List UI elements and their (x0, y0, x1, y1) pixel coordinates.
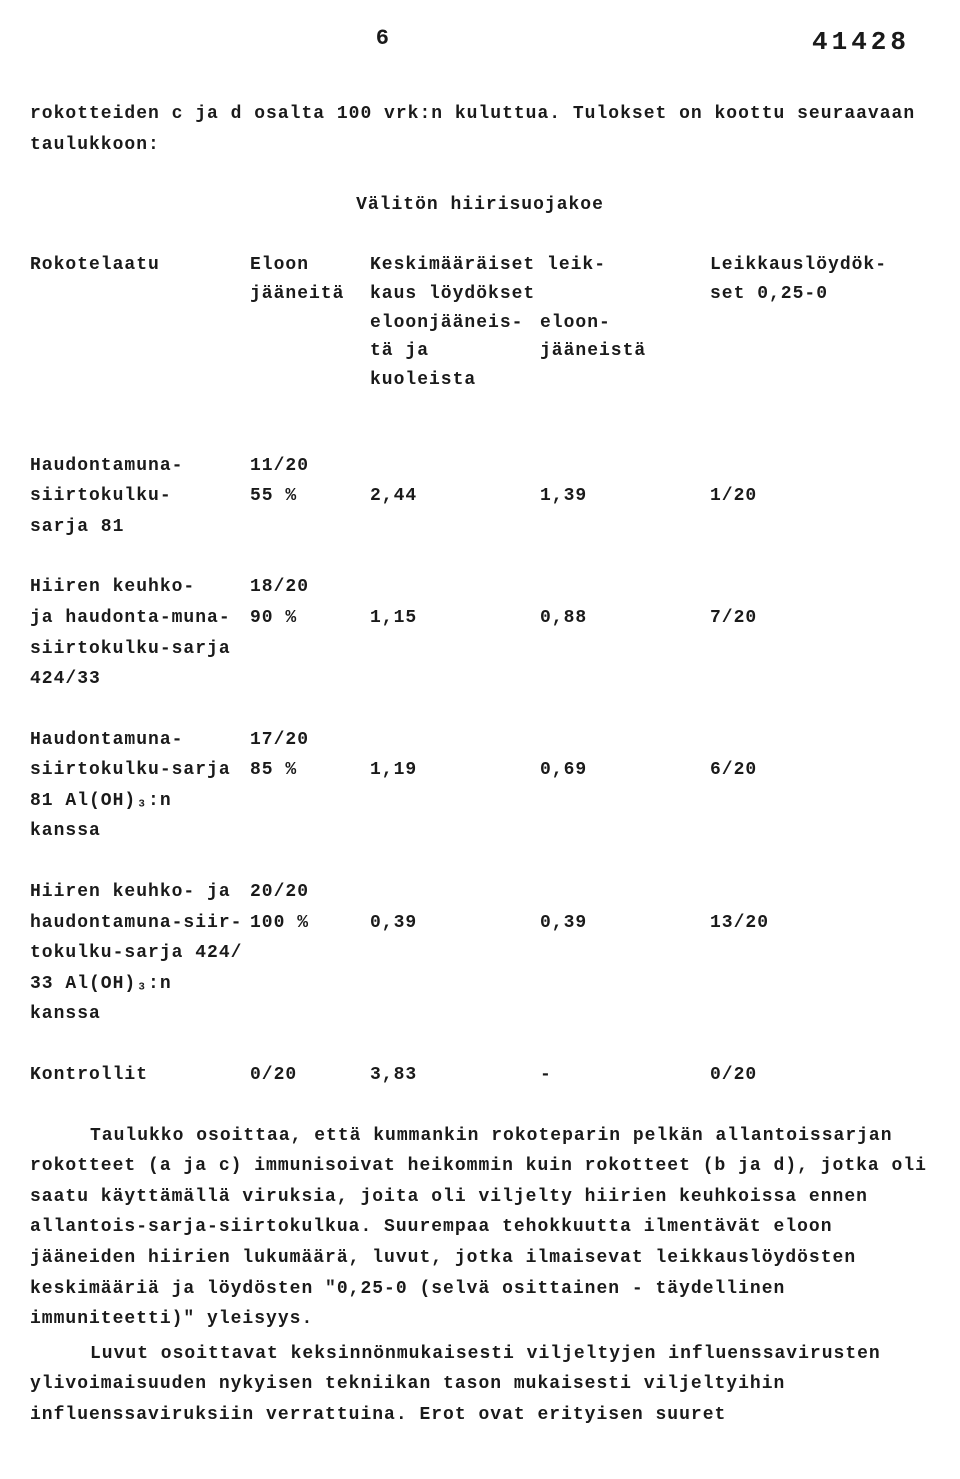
row-findings (710, 969, 850, 1030)
row-avg-all: 3,83 (370, 1060, 540, 1091)
row-avg-all: 1,19 (370, 755, 540, 786)
row-survivors: 90 % (250, 603, 370, 634)
row-survivors: 20/20 (250, 877, 370, 908)
row-survivors: 0/20 (250, 1060, 370, 1091)
row-avg-all (370, 877, 540, 908)
row-findings (710, 786, 850, 847)
row-label: Hiiren keuhko- (30, 572, 250, 603)
row-survivors: 18/20 (250, 572, 370, 603)
row-avg-surv (540, 938, 710, 969)
row-avg-all (370, 969, 540, 1030)
row-label: sarja 81 (30, 512, 250, 543)
row-avg-all: 0,39 (370, 908, 540, 939)
hdr-c2-l2: jääneitä (250, 280, 370, 309)
row-findings (710, 664, 850, 695)
intro-text: rokotteiden c ja d osalta 100 vrk:n kulu… (30, 99, 930, 160)
row-findings (710, 634, 850, 665)
section-title: Välitön hiirisuojakoe (30, 190, 930, 221)
hdr-c4-l3: eloon- (540, 309, 710, 338)
row-survivors (250, 664, 370, 695)
row-survivors (250, 634, 370, 665)
row-survivors (250, 512, 370, 543)
row-label: siirtokulku-sarja (30, 755, 250, 786)
table-row: Haudontamuna-17/20siirtokulku-sarja85 %1… (30, 725, 930, 847)
hdr-c3-l1: Keskimääräiset leik- (370, 251, 710, 280)
row-avg-all (370, 512, 540, 543)
row-label: siirtokulku-sarja (30, 634, 250, 665)
hdr-c2-l1: Eloon (250, 251, 370, 280)
row-avg-all (370, 451, 540, 482)
row-avg-all (370, 664, 540, 695)
table-row: Haudontamuna-11/20siirtokulku-55 %2,441,… (30, 451, 930, 543)
row-label: 424/33 (30, 664, 250, 695)
row-avg-surv (540, 725, 710, 756)
row-findings (710, 512, 850, 543)
hdr-c3-l3: eloonjääneis- (370, 309, 540, 338)
row-label: 81 Al(OH)₃:n kanssa (30, 786, 250, 847)
row-avg-surv (540, 664, 710, 695)
row-avg-surv (540, 969, 710, 1030)
row-label: siirtokulku- (30, 481, 250, 512)
row-label: Haudontamuna- (30, 451, 250, 482)
hdr-c4-l4: jääneistä (540, 337, 710, 395)
row-label: Kontrollit (30, 1060, 250, 1091)
row-survivors (250, 938, 370, 969)
row-avg-all (370, 786, 540, 847)
page-header: 6 41428 (30, 20, 930, 64)
table-row: Hiiren keuhko- ja20/20haudontamuna-siir-… (30, 877, 930, 1030)
row-avg-surv (540, 572, 710, 603)
body-para-1: Taulukko osoittaa, että kummankin rokote… (30, 1121, 930, 1335)
doc-number: 41428 (390, 20, 930, 64)
row-avg-all (370, 572, 540, 603)
row-survivors: 55 % (250, 481, 370, 512)
row-survivors: 100 % (250, 908, 370, 939)
row-avg-surv (540, 634, 710, 665)
row-label: Hiiren keuhko- ja (30, 877, 250, 908)
table-header: Rokotelaatu Eloon Keskimääräiset leik- L… (30, 251, 930, 395)
page-number: 6 (30, 20, 390, 64)
row-findings: 1/20 (710, 481, 850, 512)
row-avg-all (370, 725, 540, 756)
row-survivors: 11/20 (250, 451, 370, 482)
row-findings (710, 938, 850, 969)
row-avg-surv: 0,88 (540, 603, 710, 634)
hdr-c3-l2: kaus löydökset (370, 280, 710, 309)
hdr-c1: Rokotelaatu (30, 251, 250, 280)
row-avg-surv: 0,69 (540, 755, 710, 786)
row-label: 33 Al(OH)₃:n kanssa (30, 969, 250, 1030)
row-findings (710, 451, 850, 482)
body-para-2: Luvut osoittavat keksinnönmukaisesti vil… (30, 1339, 930, 1431)
row-avg-all (370, 634, 540, 665)
row-avg-surv: 1,39 (540, 481, 710, 512)
row-survivors (250, 786, 370, 847)
table-row: Kontrollit0/203,83-0/20 (30, 1060, 930, 1091)
row-findings (710, 572, 850, 603)
row-label: tokulku-sarja 424/ (30, 938, 250, 969)
hdr-c5-l1: Leikkauslöydök- (710, 251, 850, 280)
hdr-c5-l2: set 0,25-0 (710, 280, 850, 309)
row-survivors: 85 % (250, 755, 370, 786)
row-findings: 13/20 (710, 908, 850, 939)
row-label: ja haudonta-muna- (30, 603, 250, 634)
row-avg-all (370, 938, 540, 969)
table-row: Hiiren keuhko-18/20ja haudonta-muna-90 %… (30, 572, 930, 694)
row-findings (710, 877, 850, 908)
row-avg-all: 1,15 (370, 603, 540, 634)
row-avg-surv (540, 877, 710, 908)
row-findings: 7/20 (710, 603, 850, 634)
row-label: Haudontamuna- (30, 725, 250, 756)
row-avg-surv (540, 512, 710, 543)
hdr-c3-l4: tä ja kuoleista (370, 337, 540, 395)
row-avg-all: 2,44 (370, 481, 540, 512)
row-findings: 6/20 (710, 755, 850, 786)
row-findings: 0/20 (710, 1060, 850, 1091)
row-survivors: 17/20 (250, 725, 370, 756)
row-findings (710, 725, 850, 756)
row-avg-surv (540, 451, 710, 482)
row-avg-surv: - (540, 1060, 710, 1091)
row-label: haudontamuna-siir- (30, 908, 250, 939)
row-survivors (250, 969, 370, 1030)
row-avg-surv (540, 786, 710, 847)
row-avg-surv: 0,39 (540, 908, 710, 939)
